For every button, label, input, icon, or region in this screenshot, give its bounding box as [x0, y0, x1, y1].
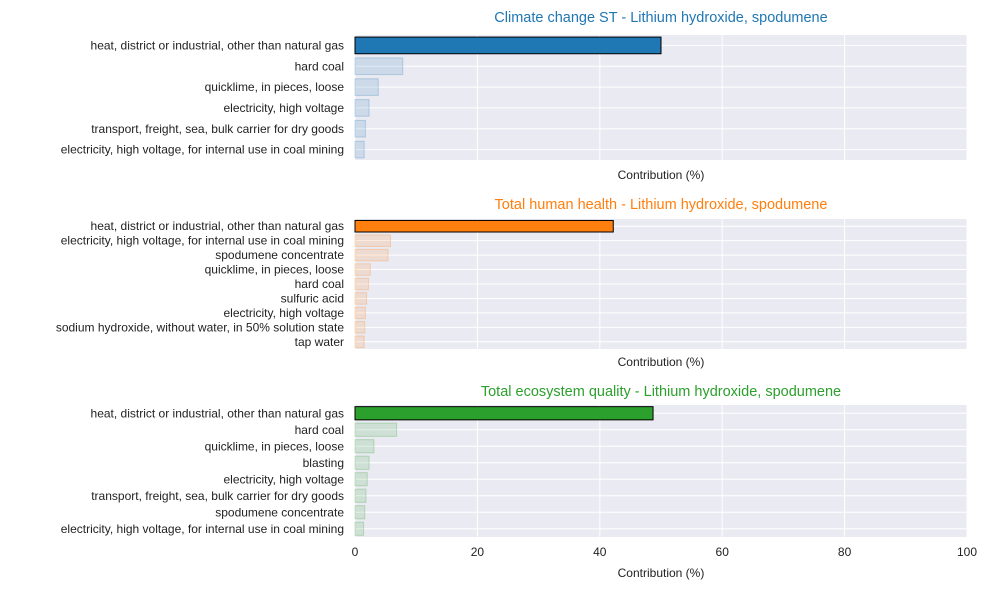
y-tick-label: electricity, high voltage, for internal … — [61, 143, 344, 157]
y-tick-label: heat, district or industrial, other than… — [91, 38, 344, 52]
bar — [354, 505, 366, 520]
y-tick-label: electricity, high voltage, for internal … — [61, 522, 344, 536]
y-tick-label: tap water — [295, 335, 344, 349]
bar — [354, 321, 366, 334]
y-tick-label: sodium hydroxide, without water, in 50% … — [56, 320, 344, 334]
bar — [354, 277, 369, 291]
bar — [354, 263, 371, 276]
bar — [354, 78, 379, 96]
y-tick-label: sulfuric acid — [281, 291, 344, 305]
y-tick-label: hard coal — [295, 277, 344, 291]
chart-panel-2: heat, district or industrial, other than… — [56, 197, 968, 369]
bar — [354, 99, 370, 117]
y-tick-label: electricity, high voltage — [223, 101, 344, 115]
x-tick-label: 80 — [838, 545, 852, 559]
y-tick-label: blasting — [303, 456, 344, 470]
x-axis-label: Contribution (%) — [618, 168, 705, 182]
chart-title: Climate change ST - Lithium hydroxide, s… — [494, 10, 827, 26]
y-tick-label: spodumene concentrate — [215, 248, 344, 262]
plot-background — [355, 405, 967, 537]
bar — [354, 406, 654, 421]
bar — [354, 439, 375, 454]
y-tick-label: electricity, high voltage — [223, 306, 344, 320]
x-tick-label: 40 — [593, 545, 607, 559]
chart-panel-1: heat, district or industrial, other than… — [61, 10, 968, 182]
x-axis-label: Contribution (%) — [618, 566, 705, 580]
bar — [354, 248, 389, 262]
bar — [354, 57, 404, 76]
y-tick-label: electricity, high voltage — [223, 472, 344, 486]
bar — [354, 36, 662, 55]
chart-panel-3: heat, district or industrial, other than… — [61, 384, 978, 580]
plot-background — [355, 35, 967, 160]
bar — [354, 140, 365, 159]
chart-title: Total ecosystem quality - Lithium hydrox… — [481, 384, 841, 400]
y-tick-label: transport, freight, sea, bulk carrier fo… — [91, 122, 344, 136]
x-tick-label: 60 — [716, 545, 730, 559]
y-tick-label: spodumene concentrate — [215, 505, 344, 519]
x-tick-label: 100 — [957, 545, 977, 559]
y-tick-label: quicklime, in pieces, loose — [205, 439, 345, 453]
bar — [354, 234, 391, 247]
y-tick-label: heat, district or industrial, other than… — [91, 219, 344, 233]
y-tick-label: transport, freight, sea, bulk carrier fo… — [91, 489, 344, 503]
bar — [354, 422, 398, 437]
y-tick-label: quicklime, in pieces, loose — [205, 80, 345, 94]
bar — [354, 335, 365, 349]
bar — [354, 292, 368, 305]
bar — [354, 521, 365, 536]
bar — [354, 472, 368, 487]
y-tick-label: hard coal — [295, 423, 344, 437]
bar — [354, 219, 614, 233]
x-tick-label: 20 — [471, 545, 485, 559]
y-tick-label: heat, district or industrial, other than… — [91, 406, 344, 420]
x-tick-label: 0 — [352, 545, 359, 559]
bar — [354, 488, 367, 503]
y-tick-label: quicklime, in pieces, loose — [205, 263, 345, 277]
chart-title: Total human health - Lithium hydroxide, … — [495, 197, 828, 213]
bar — [354, 455, 370, 470]
x-axis-label: Contribution (%) — [618, 355, 705, 369]
bar — [354, 306, 366, 320]
y-tick-label: hard coal — [295, 59, 344, 73]
bar — [354, 119, 366, 138]
y-tick-label: electricity, high voltage, for internal … — [61, 234, 344, 248]
